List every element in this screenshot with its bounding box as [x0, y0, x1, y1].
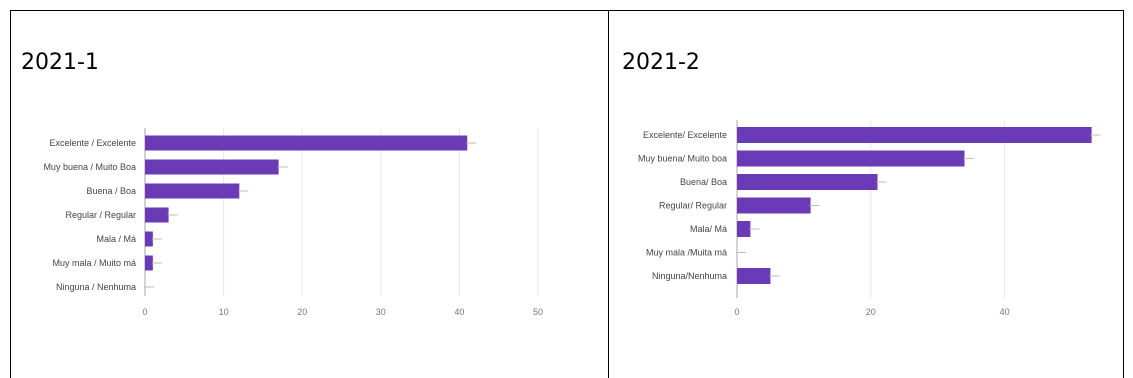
x-tick-label: 30 — [376, 307, 386, 317]
bar — [737, 221, 751, 237]
category-label: Muy mala / Muito má — [52, 258, 136, 268]
x-tick-label: 0 — [734, 307, 739, 317]
x-tick-label: 0 — [142, 307, 147, 317]
table-frame — [10, 10, 1124, 378]
category-label: Excelente / Excelente — [49, 138, 136, 148]
category-label: Regular/ Regular — [659, 201, 727, 211]
bar — [737, 150, 965, 167]
bar — [737, 174, 878, 190]
category-label: Ninguna/Nenhuma — [652, 271, 727, 281]
bar — [145, 159, 279, 175]
bar — [737, 197, 811, 214]
category-label: Muy buena / Muito Boa — [43, 162, 136, 172]
bar — [737, 268, 771, 284]
x-tick-label: 40 — [454, 307, 464, 317]
bar — [737, 127, 1092, 143]
cell-title-2021-1: 2021-1 — [21, 50, 99, 75]
bar — [145, 135, 468, 151]
x-tick-label: 50 — [533, 307, 543, 317]
category-label: Ninguna / Nenhuma — [56, 282, 136, 292]
x-tick-label: 10 — [219, 307, 229, 317]
cell-title-2021-2: 2021-2 — [622, 50, 700, 75]
category-label: Mala / Má — [96, 234, 136, 244]
bar — [145, 183, 240, 199]
category-label: Muy mala /Muita má — [646, 248, 727, 258]
category-label: Buena / Boa — [86, 186, 136, 196]
cell-divider — [608, 10, 609, 378]
bar — [145, 255, 153, 271]
category-label: Muy buena/ Muito boa — [638, 154, 727, 164]
category-label: Mala/ Má — [690, 224, 727, 234]
category-label: Buena/ Boa — [680, 177, 727, 187]
category-label: Regular / Regular — [65, 210, 136, 220]
bar — [145, 207, 169, 223]
x-tick-label: 20 — [297, 307, 307, 317]
x-tick-label: 20 — [866, 307, 876, 317]
category-label: Excelente/ Excelente — [643, 130, 727, 140]
x-tick-label: 40 — [1000, 307, 1010, 317]
bar — [145, 231, 153, 247]
